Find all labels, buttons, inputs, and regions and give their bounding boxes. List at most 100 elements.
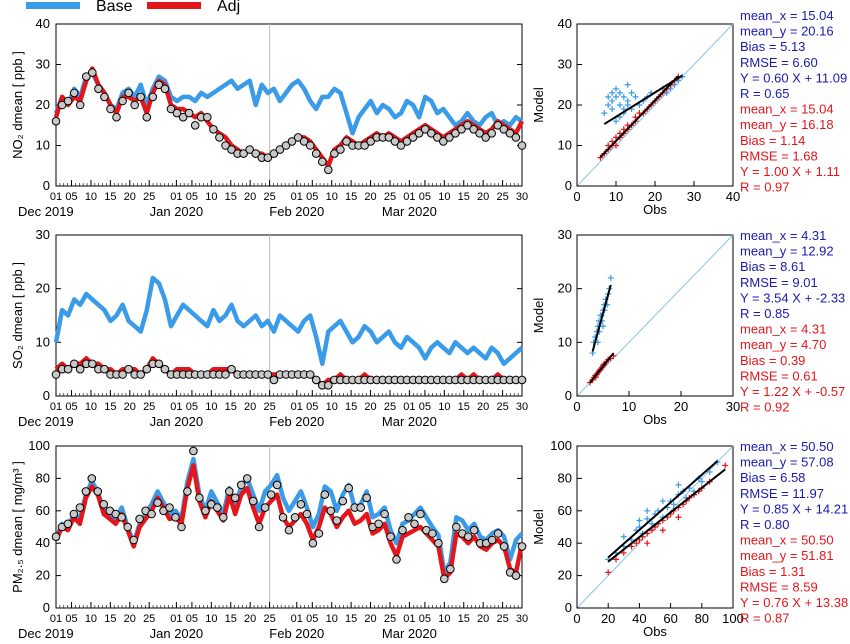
- pm25-scatter-panel: 00 20 20 40 40 60 60 80 80 100 100 Obs Model mean_x =…: [531, 438, 848, 639]
- scatter-point-base: [613, 85, 619, 92]
- stats-text: Y = 0.85 X + 14.21: [740, 501, 848, 516]
- obs-point: [392, 555, 401, 564]
- x-day-label: 30: [516, 401, 528, 413]
- scatter-point-base: [675, 481, 682, 488]
- y-tick-label: 0: [43, 600, 50, 615]
- obs-point: [245, 145, 254, 154]
- obs-point: [481, 133, 491, 142]
- stats-text: RMSE = 1.68: [740, 148, 818, 163]
- legend-adj-swatch: [147, 2, 201, 9]
- fit-line-adj: [607, 468, 726, 563]
- obs-point: [183, 487, 192, 496]
- obs-point: [242, 474, 252, 483]
- stats-text: R = 0.80: [740, 517, 790, 532]
- stats-text: Bias = 5.13: [740, 39, 805, 54]
- scatter-point-base: [609, 89, 616, 96]
- y-axis-label: SO₂ dmean [ ppb ]: [10, 262, 25, 369]
- obs-point: [290, 513, 300, 522]
- x-tick-label: 10: [609, 189, 623, 204]
- y-tick-label: 100: [550, 438, 572, 453]
- obs-point: [203, 112, 212, 122]
- obs-point: [511, 133, 521, 142]
- obs-point: [136, 92, 145, 102]
- x-day-label: 30: [516, 191, 528, 203]
- obs-point: [236, 480, 246, 490]
- obs-point: [390, 137, 400, 146]
- x-month-label: Mar 2020: [382, 204, 437, 219]
- x-day-label: 01: [403, 191, 415, 203]
- obs-point: [177, 522, 186, 532]
- x-tick-label: 80: [695, 611, 709, 626]
- x-day-label: 20: [244, 191, 256, 203]
- obs-point: [281, 141, 291, 150]
- obs-point: [63, 96, 73, 106]
- x-day-label: 20: [244, 613, 256, 625]
- obs-point: [487, 129, 497, 138]
- obs-point: [446, 564, 455, 574]
- scatter-point-adj: [632, 114, 639, 121]
- fit-line-adj: [599, 75, 680, 158]
- scatter-point-adj: [605, 142, 612, 149]
- obs-point: [94, 84, 103, 94]
- obs-point: [118, 96, 127, 106]
- x-axis-label: Obs: [643, 202, 667, 217]
- obs-point: [263, 153, 273, 162]
- one-to-one-line: [576, 23, 734, 187]
- stats-text: mean_x = 50.50: [740, 533, 834, 548]
- x-tick-label: 10: [622, 399, 636, 414]
- obs-point: [225, 487, 234, 496]
- scatter-point-base: [605, 102, 612, 108]
- y-tick-label: 0: [565, 600, 572, 615]
- obs-point: [269, 375, 279, 385]
- obs-point: [263, 370, 273, 379]
- x-day-label: 01: [50, 401, 62, 413]
- stats-text: mean_y = 16.18: [740, 117, 834, 132]
- scatter-point-adj: [609, 138, 616, 145]
- x-month-label: Feb 2020: [269, 204, 324, 219]
- obs-point: [314, 529, 324, 538]
- obs-point: [221, 370, 230, 379]
- obs-point: [463, 121, 472, 130]
- obs-point: [293, 133, 303, 142]
- x-day-label: 10: [205, 401, 217, 413]
- obs-point: [254, 522, 264, 532]
- obs-point: [324, 165, 333, 175]
- obs-point: [184, 108, 194, 118]
- obs-point: [87, 474, 97, 483]
- obs-point: [142, 364, 152, 374]
- obs-point: [166, 104, 176, 114]
- x-tick-label: 0: [573, 399, 580, 414]
- obs-point: [428, 529, 437, 538]
- x-day-label: 20: [244, 401, 256, 413]
- obs-point: [118, 370, 127, 379]
- x-tick-label: 20: [674, 399, 688, 414]
- y-tick-label: 20: [36, 97, 50, 112]
- stats-text: mean_y = 57.08: [740, 455, 834, 470]
- y-tick-label: 10: [558, 138, 572, 153]
- y-tick-label: 0: [565, 178, 572, 193]
- scatter-point-base: [605, 93, 612, 100]
- fit-line-base: [603, 74, 683, 125]
- y-tick-label: 10: [36, 138, 50, 153]
- stats-text: RMSE = 0.61: [740, 368, 818, 383]
- y-tick-label: 100: [28, 438, 50, 453]
- x-day-label: 25: [384, 401, 396, 413]
- obs-point: [112, 112, 121, 122]
- obs-point: [190, 121, 200, 130]
- obs-point: [278, 513, 288, 522]
- x-day-label: 01: [291, 401, 303, 413]
- x-day-label: 20: [477, 613, 489, 625]
- y-tick-label: 30: [558, 57, 572, 72]
- obs-point: [463, 532, 473, 542]
- obs-point: [154, 359, 164, 369]
- x-day-label: 10: [205, 191, 217, 203]
- x-day-label: 05: [186, 401, 198, 413]
- y-tick-label: 20: [36, 281, 50, 296]
- obs-point: [517, 542, 527, 551]
- x-month-label: Jan 2020: [150, 204, 204, 219]
- x-day-label: 01: [403, 401, 415, 413]
- scatter-point-base: [644, 515, 651, 522]
- obs-point: [330, 149, 339, 158]
- obs-point: [311, 375, 321, 385]
- obs-point: [82, 72, 91, 81]
